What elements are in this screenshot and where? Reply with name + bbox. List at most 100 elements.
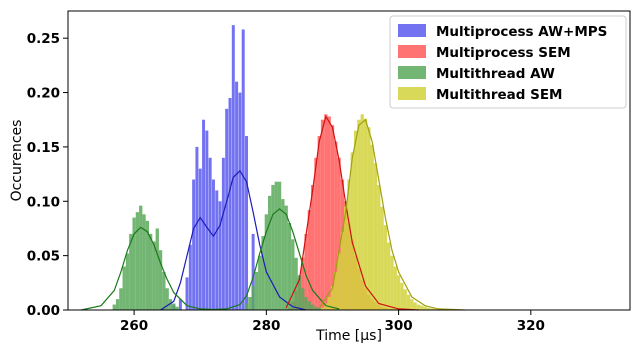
- legend: Multiprocess AW+MPS Multiprocess SEM Multi…: [389, 15, 627, 109]
- multiprocess-aw-mps-bar: [198, 168, 202, 310]
- multiprocess-aw-mps-bar: [188, 244, 192, 310]
- multithread-aw-bar: [139, 205, 143, 310]
- multiprocess-aw-mps-bar: [218, 201, 222, 310]
- multithread-aw-legend-swatch: [398, 66, 426, 79]
- multiprocess-aw-mps-bar: [211, 179, 215, 310]
- multithread-aw-bar: [310, 304, 315, 310]
- multithread-aw-bar: [274, 181, 278, 310]
- y-tick-label: 0.00: [27, 303, 60, 319]
- multithread-aw-bar: [248, 296, 252, 310]
- multithread-aw-bar: [261, 236, 265, 310]
- multithread-aw-legend-label: Multithread AW: [436, 66, 555, 82]
- multithread-sem-bar: [377, 184, 381, 310]
- multiprocess-aw-mps-bar: [178, 299, 182, 310]
- multithread-aw-bar: [287, 223, 292, 310]
- multiprocess-aw-mps-bar: [208, 157, 212, 310]
- multithread-aw-bar: [129, 233, 133, 310]
- multithread-sem-bar: [429, 308, 434, 310]
- multithread-sem-bar: [433, 308, 437, 310]
- multithread-sem-legend-label: Multithread SEM: [436, 87, 562, 103]
- multithread-aw-bar: [291, 239, 295, 310]
- multiprocess-aw-mps-bar: [221, 157, 225, 310]
- multiprocess-aw-mps-bar: [238, 92, 242, 310]
- kde-curves-layer: [81, 114, 465, 311]
- multiprocess-aw-mps-bar: [215, 190, 219, 310]
- y-axis-label: Occurences: [9, 120, 25, 202]
- multithread-sem-bar: [426, 307, 430, 310]
- multiprocess-sem-bar: [307, 209, 311, 310]
- multiprocess-sem-legend-label: Multiprocess SEM: [436, 45, 571, 61]
- multiprocess-sem-bar: [317, 136, 321, 310]
- multithread-sem-legend-swatch: [398, 87, 426, 100]
- multithread-aw-bar: [145, 220, 149, 310]
- multithread-sem-bar: [396, 275, 401, 310]
- multithread-aw-bar: [301, 288, 305, 310]
- multithread-sem-bar: [390, 255, 394, 310]
- multithread-aw-bar: [148, 233, 153, 310]
- multithread-aw-bar: [277, 181, 282, 310]
- multithread-aw-bar: [135, 212, 140, 310]
- multiprocess-sem-bar: [337, 157, 341, 310]
- multithread-aw-bar: [115, 299, 120, 310]
- multiprocess-aw-mps-bar: [202, 119, 206, 310]
- multiprocess-aw-mps-bar: [245, 136, 249, 310]
- multithread-aw-bar: [307, 301, 311, 310]
- multithread-sem-bar: [387, 242, 391, 310]
- multithread-sem-bar: [400, 282, 404, 310]
- multithread-sem-bar: [423, 306, 427, 310]
- legend-box: [389, 15, 627, 109]
- multithread-aw-bar: [155, 228, 159, 310]
- multithread-sem-bar: [420, 305, 424, 310]
- multithread-sem-bar: [380, 206, 384, 310]
- multithread-sem-bar: [347, 179, 351, 310]
- multiprocess-aw-mps-bar: [192, 179, 196, 310]
- multithread-sem-bar: [373, 163, 378, 310]
- multithread-sem-bar: [383, 225, 388, 310]
- multithread-aw-bar: [297, 275, 302, 310]
- multiprocess-sem-legend-swatch: [398, 45, 426, 58]
- plot-frame: [67, 10, 631, 311]
- x-tick-label: 320: [517, 318, 545, 334]
- multiprocess-aw-mps-bar: [225, 108, 229, 310]
- multithread-sem-bar: [406, 294, 411, 310]
- multiprocess-aw-mps-density-curve: [160, 169, 307, 311]
- multiprocess-aw-mps-bar: [241, 29, 245, 310]
- multithread-sem-bar: [350, 152, 354, 310]
- multithread-aw-bar: [281, 199, 285, 310]
- multithread-sem-bar: [416, 304, 421, 310]
- multithread-aw-density-curve: [81, 208, 340, 311]
- multithread-sem-bar: [340, 231, 345, 310]
- multithread-sem-bar: [410, 299, 414, 310]
- multithread-aw-bar: [317, 307, 321, 310]
- y-tick-label: 0.15: [27, 140, 60, 156]
- multithread-aw-bar: [271, 184, 275, 310]
- multiprocess-sem-bar: [314, 157, 318, 310]
- multithread-sem-bar: [363, 118, 368, 310]
- multiprocess-aw-mps-legend-swatch: [398, 24, 426, 37]
- multithread-aw-bar: [112, 304, 116, 310]
- multiprocess-aw-mps-bar: [251, 233, 255, 310]
- multiprocess-aw-mps-bar: [205, 130, 209, 310]
- multithread-aw-bar: [268, 195, 272, 310]
- multiprocess-sem-bar: [310, 184, 315, 310]
- multiprocess-sem-bar: [327, 116, 331, 310]
- multiprocess-aw-mps-legend-label: Multiprocess AW+MPS: [436, 24, 607, 40]
- multithread-sem-bar: [327, 296, 331, 310]
- y-axis: 0.00 0.05 0.10 0.15 0.20 0.25: [27, 31, 68, 319]
- multithread-sem-bar: [403, 289, 407, 310]
- multithread-aw-bar: [175, 306, 179, 310]
- multithread-sem-bar: [330, 286, 335, 310]
- y-tick-label: 0.05: [27, 249, 60, 265]
- multithread-aw-bar: [119, 288, 123, 310]
- multithread-aw-bar: [264, 214, 269, 310]
- multithread-aw-bar: [142, 214, 146, 310]
- x-tick-label: 300: [384, 318, 412, 334]
- multithread-aw-bar: [162, 271, 166, 310]
- multithread-sem-bar: [324, 303, 328, 310]
- multiprocess-aw-mps-bar: [228, 97, 232, 310]
- multithread-aw-bar: [251, 286, 255, 310]
- x-tick-label: 280: [252, 318, 280, 334]
- multithread-sem-density-curve: [318, 118, 465, 311]
- multithread-aw-bar: [168, 299, 173, 310]
